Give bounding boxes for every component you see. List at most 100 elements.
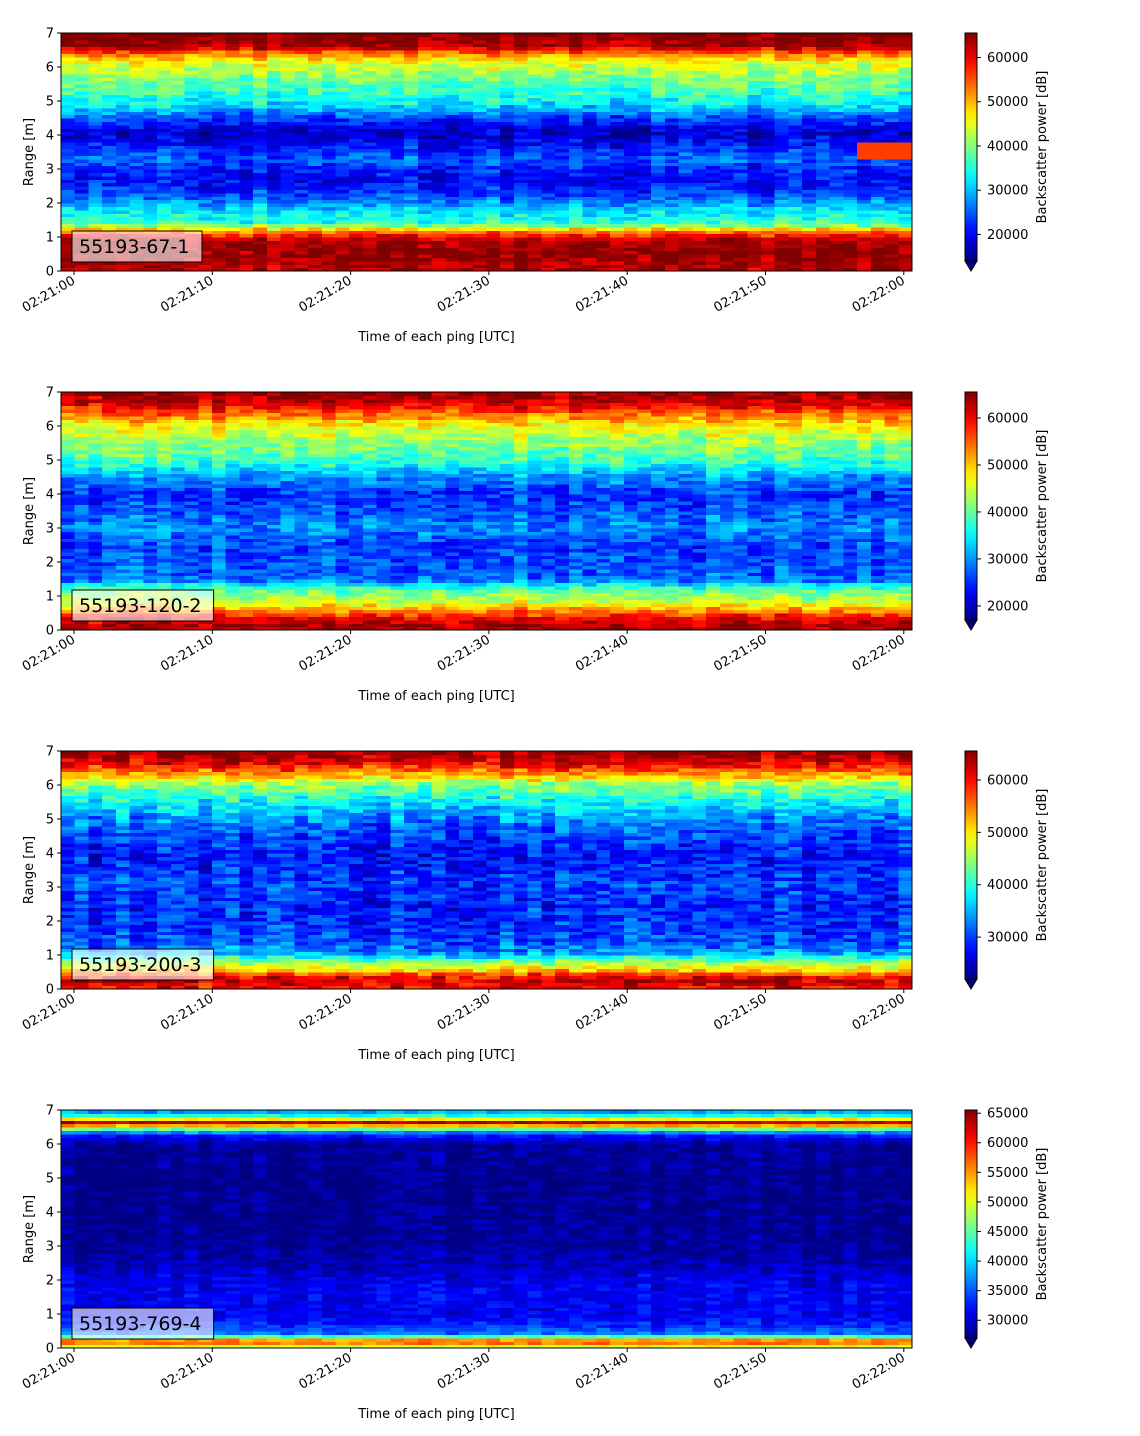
heatmap-cell [376, 104, 392, 109]
heatmap-cell [88, 128, 103, 133]
heatmap-cell [404, 192, 419, 197]
heatmap-cell [459, 250, 474, 255]
heatmap-cell [815, 233, 831, 238]
heatmap-cell [170, 192, 186, 197]
heatmap-cell [74, 80, 90, 85]
heatmap-cell [198, 33, 213, 37]
heatmap-cell [431, 148, 446, 153]
heatmap-cell [417, 257, 433, 262]
heatmap-cell [211, 101, 227, 105]
heatmap-cell [788, 165, 803, 170]
heatmap-cell [308, 124, 323, 129]
heatmap-cell [582, 175, 597, 180]
heatmap-cell [513, 179, 529, 184]
heatmap-cell [404, 43, 419, 48]
heatmap-cell [88, 77, 103, 82]
heatmap-cell [74, 121, 90, 126]
heatmap-cell [184, 97, 199, 102]
heatmap-cell [211, 46, 227, 51]
heatmap-cell [88, 53, 103, 58]
heatmap-cell [115, 402, 131, 407]
heatmap-cell [459, 77, 474, 82]
heatmap-cell [774, 158, 790, 163]
heatmap-cell [459, 189, 474, 194]
heatmap-cell [555, 107, 570, 112]
heatmap-cell [541, 155, 556, 160]
heatmap-cell [582, 186, 597, 190]
heatmap-cell [541, 169, 556, 173]
heatmap-cell [294, 124, 309, 129]
heatmap-cell [349, 216, 364, 221]
heatmap-cell [102, 39, 117, 44]
heatmap-cell [170, 73, 186, 78]
heatmap-cell [74, 223, 90, 228]
heatmap-cell [596, 101, 611, 105]
heatmap-cell [486, 172, 501, 177]
heatmap-cell [486, 131, 501, 136]
heatmap-cell [321, 169, 337, 173]
heatmap-cell [184, 175, 199, 180]
heatmap-cell [225, 155, 241, 160]
heatmap-cell [417, 145, 433, 150]
heatmap-cell [115, 145, 131, 150]
heatmap-cell [308, 43, 323, 48]
heatmap-cell [500, 172, 515, 177]
heatmap-cell [321, 121, 337, 126]
heatmap-cell [102, 213, 117, 218]
heatmap-cell [266, 135, 282, 139]
heatmap-cell [610, 250, 625, 255]
heatmap-cell [417, 104, 433, 109]
heatmap-cell [445, 152, 460, 156]
heatmap-cell [431, 155, 446, 160]
heatmap-cell [486, 192, 501, 197]
heatmap-cell [815, 141, 831, 146]
heatmap-cell [568, 97, 584, 102]
heatmap-cell [445, 169, 460, 173]
heatmap-cell [143, 213, 158, 218]
heatmap-cell [88, 264, 103, 269]
heatmap-cell [349, 94, 364, 99]
heatmap-cell [884, 148, 899, 153]
heatmap-cell [404, 233, 419, 238]
heatmap-cell [266, 97, 282, 102]
heatmap-cell [349, 230, 364, 235]
heatmap-cell [362, 121, 378, 126]
heatmap-cell [321, 230, 337, 235]
heatmap-cell [170, 172, 186, 177]
heatmap-cell [404, 264, 419, 269]
heatmap-cell [88, 148, 103, 153]
heatmap-cell [308, 216, 323, 221]
heatmap-cell [747, 199, 762, 204]
heatmap-cell [459, 67, 474, 71]
heatmap-cell [596, 230, 611, 235]
heatmap-cell [143, 436, 158, 441]
heatmap-cell [541, 196, 556, 201]
heatmap-cell [184, 165, 199, 170]
heatmap-cell [239, 135, 254, 139]
heatmap-cell [74, 94, 90, 99]
heatmap-cell [102, 107, 117, 112]
heatmap-cell [431, 257, 446, 262]
heatmap-cell [596, 209, 611, 214]
heatmap-cell [417, 67, 433, 71]
heatmap-cell [500, 175, 515, 180]
heatmap-cell [555, 53, 570, 58]
heatmap-cell [513, 121, 529, 126]
heatmap-cell [184, 67, 199, 71]
heatmap-cell [211, 216, 227, 221]
heatmap-cell [390, 90, 405, 95]
heatmap-cell [527, 67, 543, 71]
heatmap-cell [170, 70, 186, 75]
heatmap-cell [651, 148, 666, 153]
heatmap-cell [513, 46, 529, 51]
heatmap-cell [88, 199, 103, 204]
heatmap-cell [280, 107, 295, 112]
heatmap-cell [459, 33, 474, 37]
heatmap-cell [115, 158, 131, 163]
heatmap-cell [294, 250, 309, 255]
heatmap-cell [431, 165, 446, 170]
heatmap-cell [582, 46, 597, 51]
heatmap-cell [390, 254, 405, 258]
heatmap-cell [184, 84, 199, 88]
heatmap-cell [61, 186, 76, 190]
